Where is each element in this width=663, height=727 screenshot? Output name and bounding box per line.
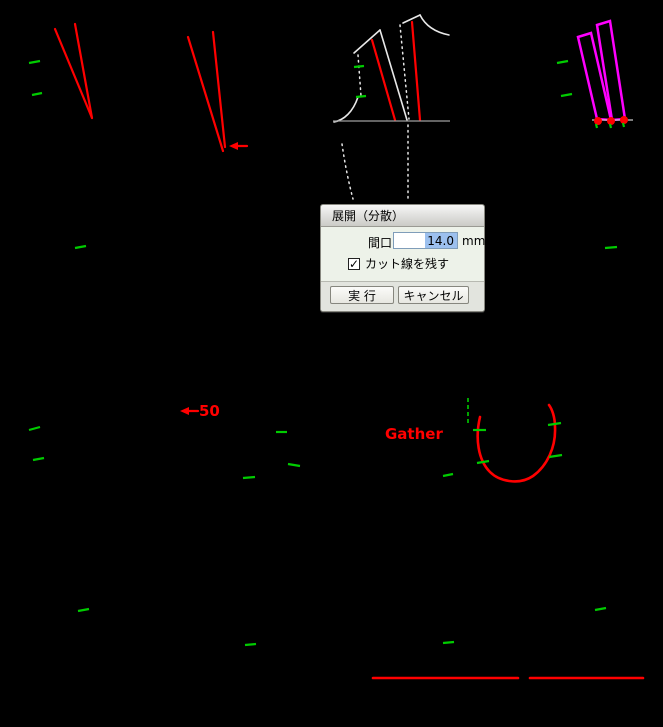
keep-cut-lines-label: カット線を残す xyxy=(365,257,450,271)
cancel-button-label: キャンセル xyxy=(403,288,464,303)
cancel-button[interactable]: キャンセル xyxy=(398,286,469,304)
measure-arrow-icon xyxy=(180,407,200,415)
gather-annotation: Gather xyxy=(385,425,443,443)
gather-curve xyxy=(476,403,557,483)
center-dotted-guides xyxy=(341,124,409,203)
selected-input-text: 14.0 xyxy=(425,233,457,248)
spread-width-annotation: 50 xyxy=(199,402,220,420)
dialog-button-row: 実 行 キャンセル xyxy=(321,281,484,311)
pivot-points xyxy=(594,116,628,125)
dialog-title: 展開（分散） xyxy=(332,209,405,223)
spread-dart-pieces xyxy=(576,19,627,122)
keep-cut-lines-row: ✓ カット線を残す xyxy=(348,255,449,272)
execute-button-label: 実 行 xyxy=(348,288,376,303)
unit-label: mm xyxy=(462,234,486,248)
keep-cut-lines-checkbox[interactable]: ✓ xyxy=(348,256,360,271)
dialog-title-bar[interactable]: 展開（分散） xyxy=(321,205,484,227)
closed-dart-1 xyxy=(53,22,94,120)
spread-width-label: 間口 xyxy=(368,236,393,250)
notch-marks xyxy=(28,59,626,647)
dart-cut-lines xyxy=(370,20,422,122)
spread-width-input[interactable]: 14.0 xyxy=(393,232,458,249)
dialog-body: 間口 14.0 mm ✓ カット線を残す xyxy=(321,227,486,281)
closed-dart-2 xyxy=(186,30,227,153)
execute-button[interactable]: 実 行 xyxy=(330,286,394,304)
spread-dialog: 展開（分散） 間口 14.0 mm ✓ カット線を残す 実 行 キャンセル xyxy=(320,204,485,312)
checkmark-icon: ✓ xyxy=(348,256,360,271)
dart-tip-arrow-icon xyxy=(229,142,249,150)
